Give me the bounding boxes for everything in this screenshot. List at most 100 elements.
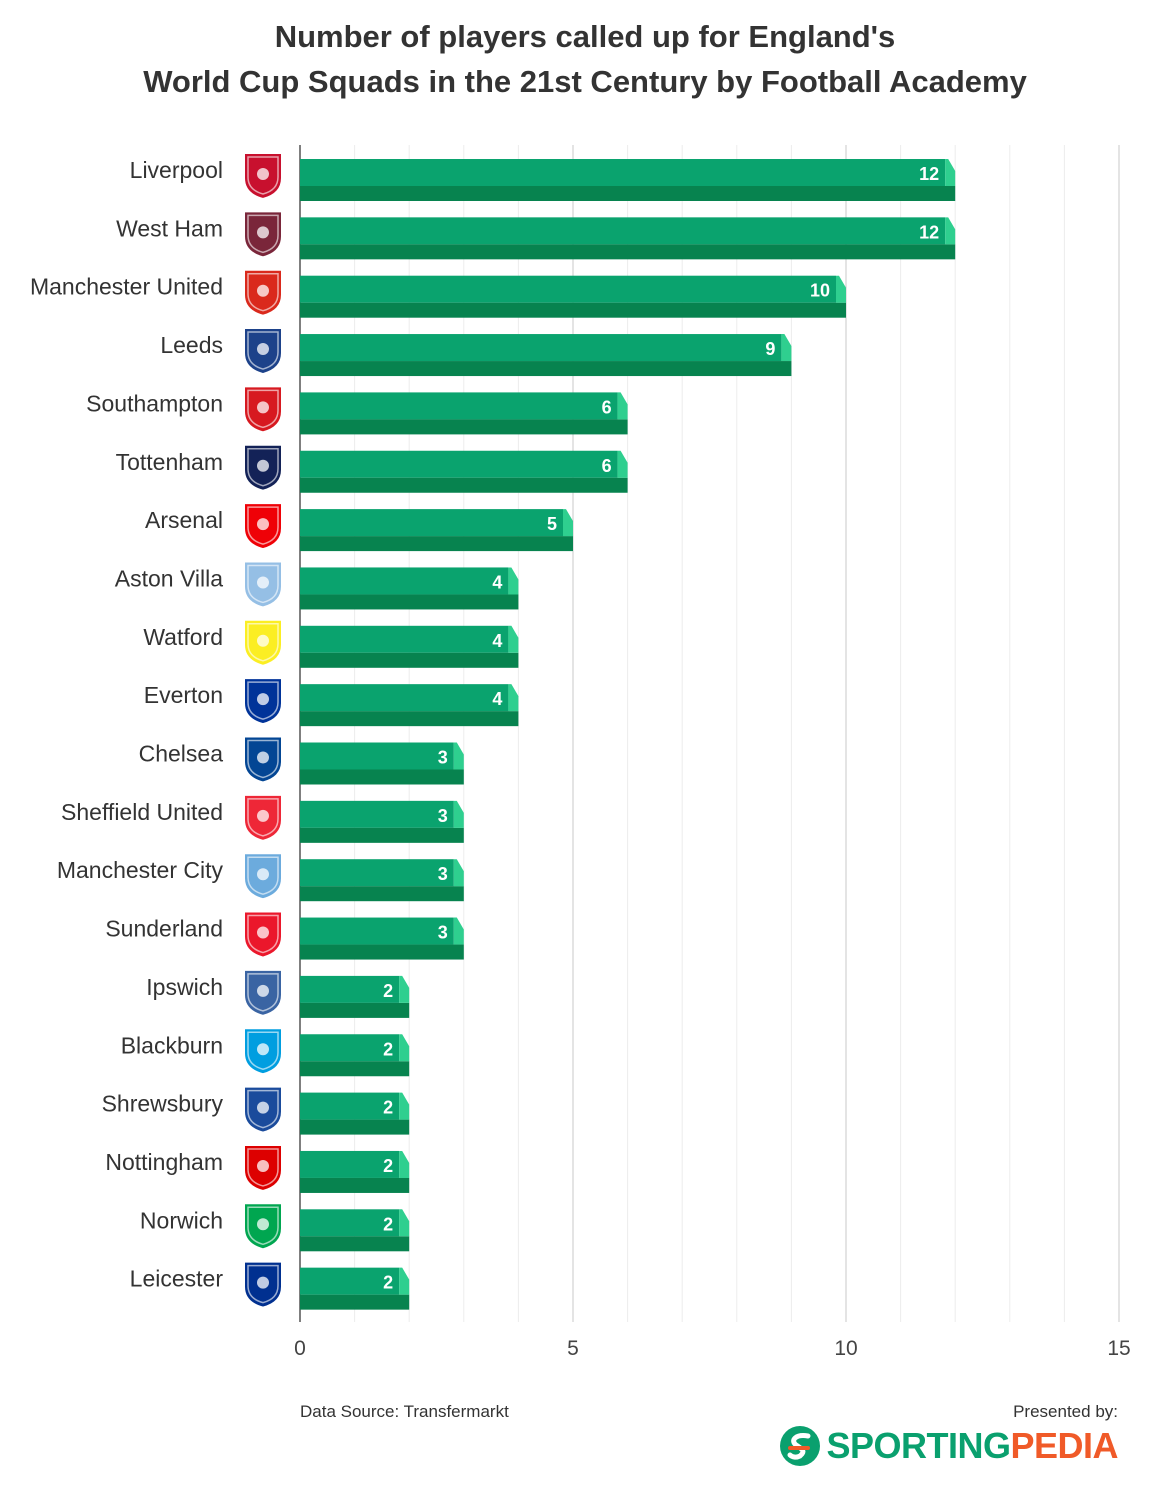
bar-value-label: 2: [383, 1273, 393, 1293]
bar-shadow: [300, 244, 956, 260]
bar-tip: [781, 334, 792, 362]
bar-tip: [399, 1267, 410, 1295]
sportingpedia-logo-icon: [780, 1426, 821, 1466]
bar-shadow: [300, 1236, 410, 1252]
bar-tip: [617, 450, 628, 478]
bar-face: [300, 275, 836, 303]
bar-value-label: 3: [438, 864, 448, 884]
bar-value-label: 4: [492, 631, 502, 651]
bars: 12 12 10 9 6 6 5 4 4 4 3 3 3 3 2 2 2 2 2 2: [300, 159, 956, 1310]
club-badges: [243, 152, 283, 1309]
bar-face: [300, 217, 946, 245]
bar-shadow: [300, 886, 464, 902]
chart-title-line-2: World Cup Squads in the 21st Century by …: [143, 64, 1027, 99]
bar-shadow: [300, 361, 792, 377]
bar-value-label: 3: [438, 806, 448, 826]
bar: 3: [300, 917, 464, 960]
bar-value-label: 2: [383, 1156, 393, 1176]
bar-tip: [453, 859, 464, 887]
club-badge-icon: [243, 1202, 283, 1251]
category-label: Sunderland: [105, 916, 223, 942]
bar-face: [300, 450, 618, 478]
chart-title-line-1: Number of players called up for England'…: [274, 19, 896, 54]
bar-face: [300, 625, 509, 653]
bar-tip: [508, 684, 519, 712]
bar-shadow: [300, 769, 464, 785]
bar-face: [300, 975, 400, 1003]
bar: 6: [300, 450, 628, 493]
bar-face: [300, 334, 782, 362]
bar: 6: [300, 392, 628, 435]
category-label: Shrewsbury: [102, 1091, 224, 1117]
brand-name-part-1: SPORTING: [826, 1425, 1011, 1466]
bar: 5: [300, 509, 573, 552]
bar-value-label: 9: [765, 339, 775, 359]
category-label: West Ham: [116, 215, 223, 241]
bar-tip: [617, 392, 628, 420]
club-badge-icon: [243, 968, 283, 1017]
category-labels: Liverpool West Ham Manchester United Leeds S…: [30, 157, 224, 1292]
bar: 2: [300, 1209, 410, 1252]
bar-face: [300, 1209, 400, 1237]
bar: 3: [300, 742, 464, 785]
bar-tip: [836, 275, 846, 303]
brand-logo: SPORTINGPEDIA: [778, 1424, 1118, 1468]
category-label: Leeds: [160, 332, 223, 358]
bar: 2: [300, 1092, 410, 1135]
bar: 4: [300, 684, 519, 727]
bar-tip: [399, 1034, 410, 1062]
bar-tip: [399, 975, 410, 1003]
bar: 12: [300, 159, 956, 201]
brand-name: SPORTINGPEDIA: [826, 1425, 1118, 1467]
bar-tip: [508, 567, 519, 595]
bar-value-label: 4: [492, 689, 502, 709]
category-label: Manchester United: [30, 274, 223, 300]
bar: 10: [300, 275, 846, 318]
bar-shadow: [300, 711, 519, 727]
bar-face: [300, 1092, 400, 1120]
bar-face: [300, 684, 509, 712]
category-label: Norwich: [140, 1207, 223, 1233]
category-label: Everton: [144, 682, 223, 708]
bar-face: [300, 159, 946, 186]
bar: 2: [300, 1150, 410, 1193]
category-label: Southampton: [86, 390, 223, 416]
bar-face: [300, 1267, 400, 1295]
bar-face: [300, 742, 454, 770]
bar-shadow: [300, 827, 464, 843]
bar: 9: [300, 334, 792, 377]
club-badge-icon: [243, 1085, 283, 1134]
bar: 3: [300, 800, 464, 843]
bar-face: [300, 1150, 400, 1178]
bar-shadow: [300, 944, 464, 960]
bar-shadow: [300, 1119, 410, 1135]
bar-value-label: 4: [492, 572, 502, 592]
presented-by: Presented by:: [1013, 1402, 1118, 1421]
bar: 12: [300, 217, 956, 260]
bar-value-label: 6: [602, 397, 612, 417]
bar-shadow: [300, 186, 956, 201]
bar-face: [300, 800, 454, 828]
bar-value-label: 2: [383, 1214, 393, 1234]
category-label: Arsenal: [145, 507, 223, 533]
club-badge-icon: [243, 327, 283, 376]
club-badge-icon: [243, 1027, 283, 1076]
bar-face: [300, 917, 454, 945]
x-tick-label: 15: [1107, 1337, 1130, 1360]
bar-face: [300, 567, 509, 595]
bar-value-label: 3: [438, 923, 448, 943]
x-tick-label: 0: [294, 1337, 306, 1360]
bar: 2: [300, 1034, 410, 1077]
bar: 2: [300, 975, 410, 1018]
x-axis-ticks: 0 5 10 15: [294, 1337, 1131, 1360]
bar-shadow: [300, 536, 573, 552]
club-badge-icon: [243, 910, 283, 959]
bar-shadow: [300, 652, 519, 668]
bar-value-label: 12: [919, 164, 939, 184]
club-badge-icon: [243, 443, 283, 492]
data-source: Data Source: Transfermarkt: [300, 1402, 509, 1421]
x-tick-label: 5: [567, 1337, 579, 1360]
bar-shadow: [300, 1002, 410, 1018]
bar-tip: [945, 217, 956, 245]
category-label: Sheffield United: [61, 799, 223, 825]
